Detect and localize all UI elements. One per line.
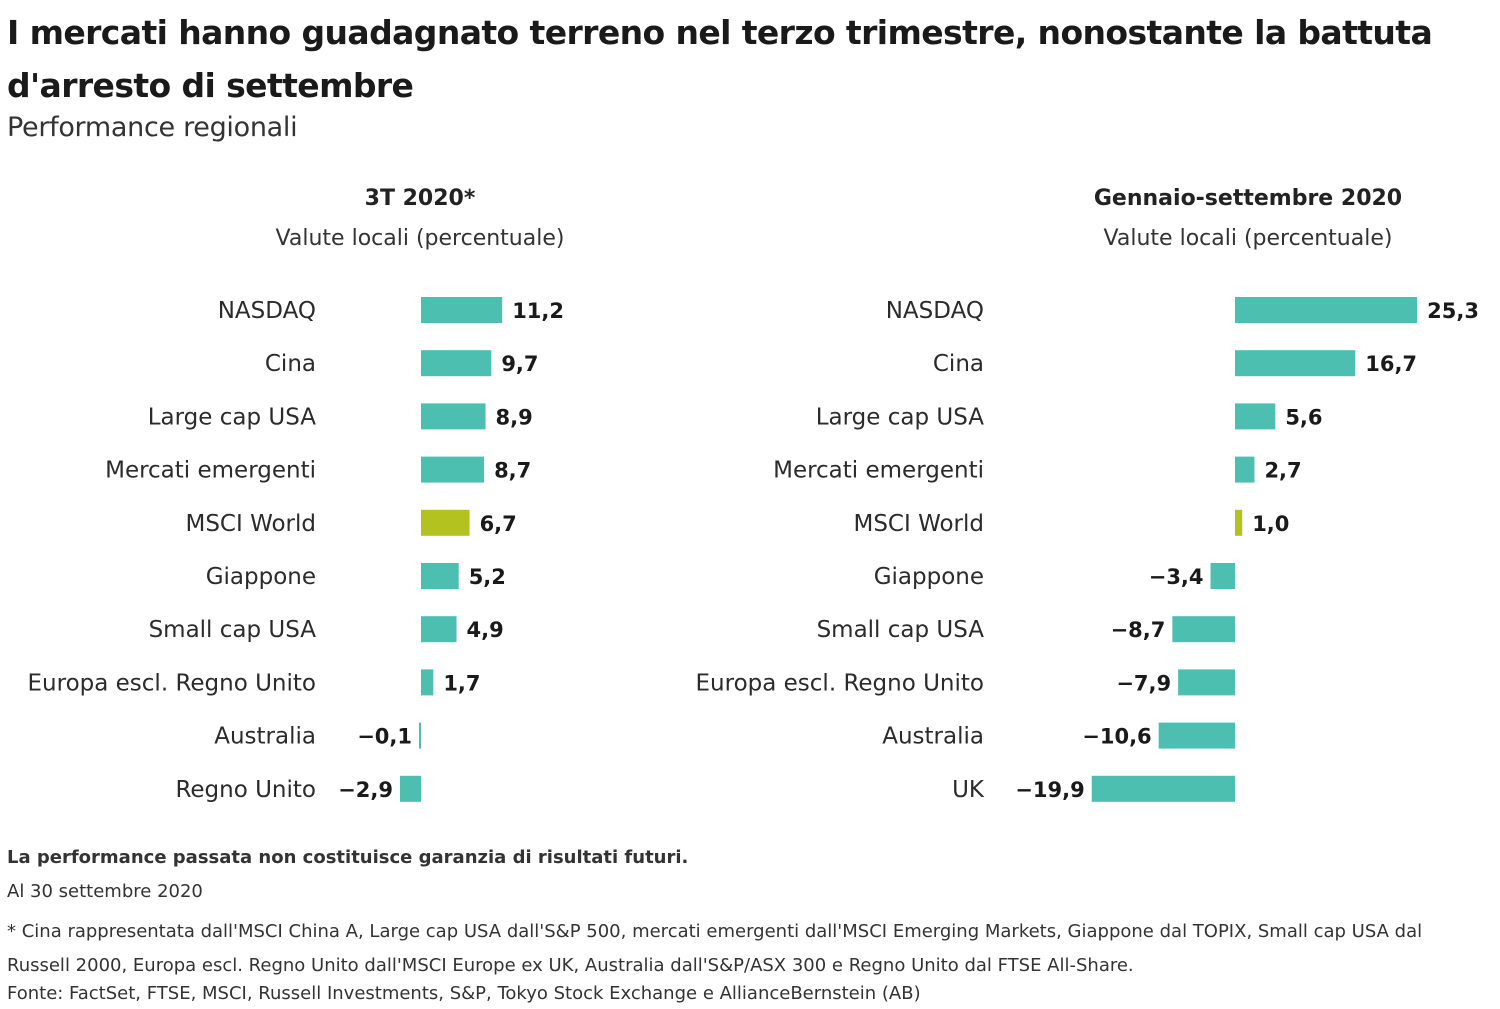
value-label-large-cap-usa: 5,6 (1285, 405, 1322, 429)
category-label-australia: Australia (214, 724, 316, 750)
bar-msci-world (1235, 509, 1243, 536)
bar-cina (1235, 350, 1356, 377)
category-label-small-cap-usa: Small cap USA (149, 617, 317, 643)
category-label-giappone: Giappone (206, 564, 316, 590)
value-label-giappone: −3,4 (1149, 565, 1204, 589)
bar-cina (421, 350, 492, 377)
bar-uk (1091, 775, 1235, 802)
bar-regno-unito (399, 775, 421, 802)
value-label-mercati-emergenti: 8,7 (494, 459, 531, 483)
as-of-date: Al 30 settembre 2020 (7, 881, 203, 902)
value-label-australia: −10,6 (1082, 725, 1151, 749)
category-label-msci-world: MSCI World (853, 511, 984, 537)
category-label-cina: Cina (933, 351, 984, 377)
category-label-large-cap-usa: Large cap USA (148, 404, 317, 430)
value-label-small-cap-usa: −8,7 (1111, 618, 1166, 642)
bar-large-cap-usa (1235, 403, 1276, 430)
category-label-regno-unito: Regno Unito (175, 777, 316, 803)
value-label-cina: 9,7 (501, 352, 538, 376)
value-label-uk: −19,9 (1015, 778, 1084, 802)
bar-small-cap-usa (421, 616, 457, 643)
chart-title: I mercati hanno guadagnato terreno nel t… (7, 13, 1433, 105)
value-label-mercati-emergenti: 2,7 (1264, 459, 1301, 483)
category-label-europa-escl-regno-unito: Europa escl. Regno Unito (696, 670, 984, 696)
category-label-cina: Cina (265, 351, 316, 377)
bar-nasdaq (1235, 297, 1418, 323)
value-label-nasdaq: 25,3 (1427, 299, 1479, 323)
disclaimer: La performance passata non costituisce g… (7, 847, 689, 868)
value-label-giappone: 5,2 (469, 565, 506, 589)
value-label-large-cap-usa: 8,9 (496, 405, 533, 429)
category-label-msci-world: MSCI World (185, 511, 316, 537)
value-label-europa-escl-regno-unito: −7,9 (1116, 671, 1171, 695)
footnote: * Cina rappresentata dall'MSCI China A, … (7, 921, 1423, 976)
value-label-regno-unito: −2,9 (338, 778, 393, 802)
bar-mercati-emergenti (421, 456, 485, 483)
bar-giappone (1210, 563, 1235, 589)
panel-subtitle-ytd: Valute locali (percentuale) (1103, 226, 1393, 251)
chart-subtitle: Performance regionali (7, 112, 298, 143)
value-label-cina: 16,7 (1365, 352, 1417, 376)
category-label-uk: UK (952, 777, 985, 803)
bar-giappone (421, 563, 459, 589)
bar-mercati-emergenti (1235, 456, 1255, 483)
bar-nasdaq (421, 297, 503, 323)
category-label-europa-escl-regno-unito: Europa escl. Regno Unito (28, 670, 316, 696)
source-note: Fonte: FactSet, FTSE, MSCI, Russell Inve… (7, 983, 921, 1004)
panel-subtitle-q3: Valute locali (percentuale) (275, 226, 565, 251)
value-label-small-cap-usa: 4,9 (467, 618, 504, 642)
category-label-giappone: Giappone (874, 564, 984, 590)
value-label-msci-world: 1,0 (1252, 512, 1289, 536)
panel-title-q3: 3T 2020* (364, 186, 476, 211)
bar-europa-escl-regno-unito (421, 669, 434, 696)
category-label-large-cap-usa: Large cap USA (816, 404, 985, 430)
bar-europa-escl-regno-unito (1178, 669, 1235, 696)
bar-msci-world (421, 509, 470, 536)
bar-large-cap-usa (421, 403, 486, 430)
value-label-europa-escl-regno-unito: 1,7 (443, 671, 480, 695)
category-label-small-cap-usa: Small cap USA (817, 617, 985, 643)
category-label-mercati-emergenti: Mercati emergenti (773, 458, 984, 484)
category-label-mercati-emergenti: Mercati emergenti (105, 458, 316, 484)
category-label-australia: Australia (882, 724, 984, 750)
panel-title-ytd: Gennaio-settembre 2020 (1093, 186, 1403, 211)
category-label-nasdaq: NASDAQ (886, 298, 984, 324)
bar-charts: NASDAQ 11,2 Cina 9,7 Large cap USA 8,9 Mercati… (28, 297, 1479, 803)
bar-small-cap-usa (1172, 616, 1235, 643)
bar-australia (419, 722, 421, 749)
value-label-australia: −0,1 (357, 725, 412, 749)
value-label-msci-world: 6,7 (480, 512, 517, 536)
bar-australia (1158, 722, 1235, 749)
value-label-nasdaq: 11,2 (512, 299, 564, 323)
category-label-nasdaq: NASDAQ (218, 298, 316, 324)
